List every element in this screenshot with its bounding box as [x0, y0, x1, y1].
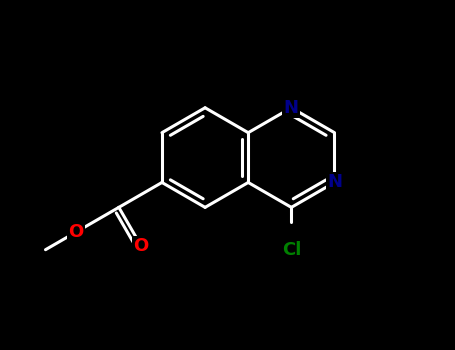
Text: O: O — [68, 223, 83, 241]
Text: N: N — [284, 99, 299, 117]
Text: Cl: Cl — [282, 241, 301, 259]
Text: N: N — [327, 174, 342, 191]
Text: Cl: Cl — [282, 241, 301, 259]
Text: O: O — [134, 237, 149, 255]
